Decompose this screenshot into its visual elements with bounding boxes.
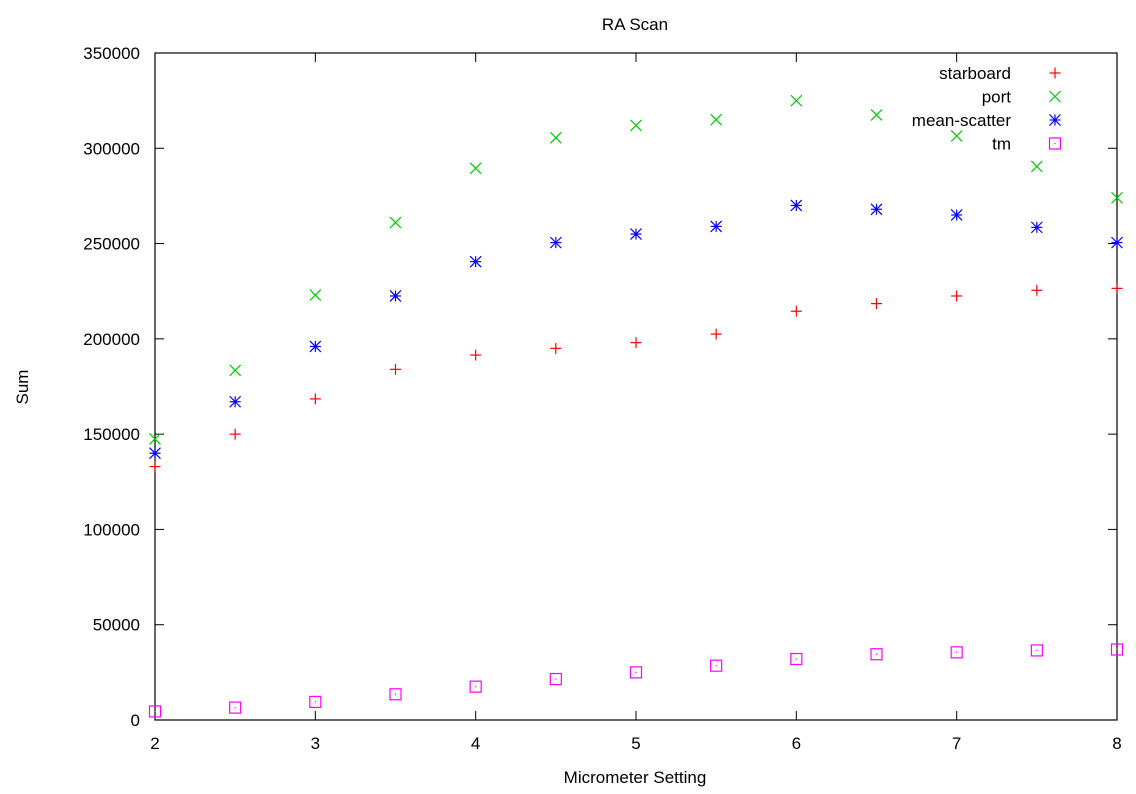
x-tick-label: 7 [952,734,961,753]
mean-scatter-point [710,220,723,233]
x-tick-label: 3 [311,734,320,753]
tm-point [1110,643,1124,656]
mean-scatter-point [1030,221,1043,234]
series-starboard [149,282,1123,473]
plot-frame [154,52,1118,721]
y-axis-label: Sum [13,370,32,405]
legend-marker-port [1049,90,1061,103]
x-tick-label: 2 [150,734,159,753]
legend-label: mean-scatter [912,111,1012,130]
y-tick-label: 150000 [83,425,140,444]
tm-point [950,646,963,659]
legend-item-port: port [982,88,1061,107]
legend-marker-mean-scatter [1049,114,1061,126]
port-point [1111,191,1123,204]
starboard-point [229,428,241,440]
mean-scatter-point [870,203,883,216]
chart-title: RA Scan [602,15,668,34]
port-point [790,94,803,107]
tm-point [790,652,803,666]
x-axis-label: Micrometer Setting [564,768,707,787]
port-point [149,432,161,445]
legend-label: port [982,88,1012,107]
mean-scatter-point [149,447,161,460]
x-tick-label: 5 [631,734,640,753]
tm-point [389,688,402,701]
port-point [950,129,963,142]
port-point [309,289,322,301]
starboard-point [790,305,802,317]
y-tick-label: 250000 [83,235,140,254]
mean-scatter-point [790,199,803,212]
port-point [710,113,723,126]
mean-scatter-point [1111,236,1123,249]
port-point [630,119,642,132]
legend-marker-starboard [1049,67,1061,79]
mean-scatter-point [630,228,642,240]
starboard-point [550,342,562,354]
tm-point [469,680,482,693]
starboard-point [951,290,963,302]
axes: 2 3 4 5 6 7 8 0 50000 100000 150000 200000 250000 300… [83,44,1121,753]
starboard-point [871,298,882,310]
port-point [1030,160,1043,173]
x-tick-label: 6 [792,734,801,753]
tm-point [1030,644,1043,657]
starboard-point [630,337,642,349]
starboard-point [710,328,722,340]
x-tick-label: 4 [471,734,480,753]
mean-scatter-point [309,340,322,353]
tm-point [629,666,643,679]
series-port [149,94,1123,445]
y-tick-label: 100000 [83,520,140,539]
starboard-point [309,393,321,405]
mean-scatter-point [549,236,562,249]
tm-point [710,659,723,672]
tm-point [870,648,883,661]
x-tick-label: 8 [1112,734,1121,753]
port-point [469,162,482,175]
starboard-point [390,363,401,375]
mean-scatter-point [389,290,402,302]
series-layer [148,94,1124,718]
legend: starboard port mean-scatter tm [912,64,1062,154]
tm-point [549,672,562,686]
port-point [229,364,242,377]
y-tick-label: 200000 [83,330,140,349]
port-point [389,216,402,229]
mean-scatter-point [229,395,242,408]
tm-point [309,695,322,708]
port-point [549,131,562,144]
y-tick-label: 300000 [83,139,140,158]
legend-marker-tm [1048,137,1062,150]
port-point [870,109,883,121]
y-tick-label: 0 [131,711,140,730]
tm-point [229,701,242,714]
y-tick-label: 50000 [93,616,140,635]
series-mean-scatter [149,199,1123,460]
starboard-point [1031,284,1043,296]
mean-scatter-point [469,255,482,268]
y-tick-label: 350000 [83,44,140,63]
legend-item-mean-scatter: mean-scatter [912,111,1061,130]
starboard-point [1111,282,1123,294]
legend-item-tm: tm [992,135,1062,154]
tm-point [148,705,162,718]
starboard-point [470,349,482,361]
series-tm [148,643,1124,718]
legend-label: starboard [939,64,1011,83]
mean-scatter-point [950,209,963,221]
legend-item-starboard: starboard [939,64,1061,83]
legend-label: tm [992,135,1011,154]
starboard-point [149,461,161,473]
